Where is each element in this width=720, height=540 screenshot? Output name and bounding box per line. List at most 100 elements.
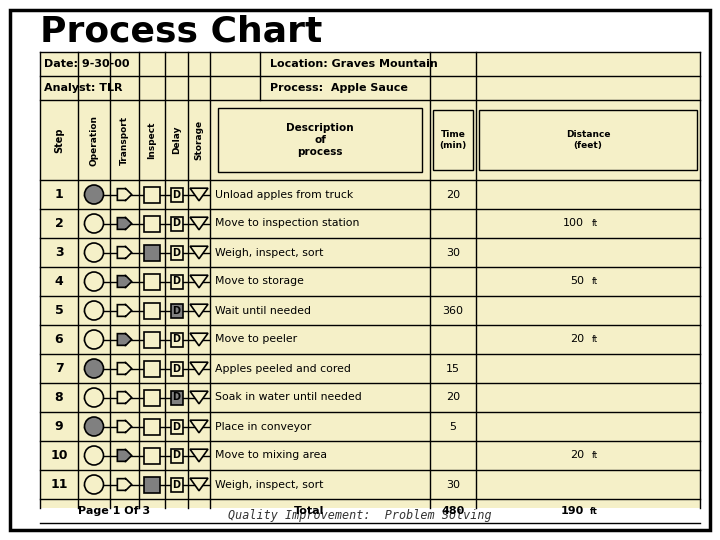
Text: 8: 8 (55, 391, 63, 404)
Text: Weigh, inspect, sort: Weigh, inspect, sort (215, 480, 323, 489)
Text: Transport: Transport (120, 116, 129, 165)
Bar (171, 420, 182, 434)
Text: D: D (173, 306, 181, 315)
Text: D: D (173, 450, 181, 461)
Polygon shape (190, 333, 208, 346)
Text: ft: ft (592, 219, 598, 228)
Bar (144, 245, 160, 260)
Circle shape (84, 214, 104, 233)
Polygon shape (190, 420, 208, 433)
Text: Inspect: Inspect (148, 122, 156, 159)
Polygon shape (190, 478, 208, 491)
Polygon shape (190, 246, 208, 259)
Bar (171, 187, 182, 201)
Bar (144, 302, 160, 319)
Text: ft: ft (592, 451, 598, 460)
Text: Operation: Operation (89, 114, 99, 165)
Text: 1: 1 (55, 188, 63, 201)
Text: 4: 4 (55, 275, 63, 288)
Text: Move to peeler: Move to peeler (215, 334, 297, 345)
Bar (433, 110, 473, 170)
Text: Move to mixing area: Move to mixing area (215, 450, 327, 461)
Bar (144, 448, 160, 463)
Text: 3: 3 (55, 246, 63, 259)
Circle shape (84, 475, 104, 494)
Text: D: D (173, 276, 181, 287)
Polygon shape (117, 188, 132, 201)
Circle shape (84, 446, 104, 465)
Text: Location: Graves Mountain: Location: Graves Mountain (270, 59, 438, 69)
Bar (144, 361, 160, 376)
Circle shape (84, 243, 104, 262)
Text: Weigh, inspect, sort: Weigh, inspect, sort (215, 247, 323, 258)
Circle shape (84, 388, 104, 407)
Text: 9: 9 (55, 420, 63, 433)
Bar (144, 186, 160, 202)
Text: ft: ft (592, 277, 598, 286)
Text: 30: 30 (446, 247, 460, 258)
Text: 100: 100 (563, 219, 584, 228)
Text: 50: 50 (570, 276, 584, 287)
Text: Place in conveyor: Place in conveyor (215, 422, 311, 431)
Text: 360: 360 (443, 306, 464, 315)
Text: D: D (173, 334, 181, 345)
Bar (144, 273, 160, 289)
Text: 11: 11 (50, 478, 68, 491)
Polygon shape (117, 333, 132, 346)
Text: Unload apples from truck: Unload apples from truck (215, 190, 354, 199)
Text: Quality Improvement:  Problem Solving: Quality Improvement: Problem Solving (228, 509, 492, 522)
Text: 190: 190 (561, 506, 584, 516)
Bar (171, 246, 182, 260)
Bar (171, 303, 182, 318)
Text: 7: 7 (55, 362, 63, 375)
Polygon shape (117, 217, 132, 230)
Text: ft: ft (590, 507, 598, 516)
Bar (40, 52, 700, 508)
Bar (171, 390, 182, 404)
Polygon shape (190, 362, 208, 375)
Text: 30: 30 (446, 480, 460, 489)
Text: D: D (173, 219, 181, 228)
Text: 20: 20 (446, 190, 460, 199)
Text: D: D (173, 480, 181, 489)
Text: D: D (173, 422, 181, 431)
Text: Description
of
process: Description of process (286, 124, 354, 157)
Text: D: D (173, 190, 181, 199)
Text: Storage: Storage (194, 120, 204, 160)
Text: Total: Total (294, 506, 324, 516)
Polygon shape (190, 188, 208, 201)
Bar (144, 332, 160, 348)
Text: 15: 15 (446, 363, 460, 374)
Text: Step: Step (54, 127, 64, 153)
Bar (171, 361, 182, 375)
Polygon shape (190, 391, 208, 404)
Circle shape (84, 301, 104, 320)
Text: Distance
(feet): Distance (feet) (566, 130, 611, 150)
Text: Time
(min): Time (min) (439, 130, 467, 150)
Bar (144, 215, 160, 232)
Circle shape (84, 272, 104, 291)
Text: Soak in water until needed: Soak in water until needed (215, 393, 361, 402)
Text: Wait until needed: Wait until needed (215, 306, 311, 315)
Polygon shape (190, 217, 208, 230)
Text: Apples peeled and cored: Apples peeled and cored (215, 363, 351, 374)
Text: Analyst: TLR: Analyst: TLR (44, 83, 122, 93)
Text: 480: 480 (441, 506, 464, 516)
Polygon shape (190, 275, 208, 288)
Polygon shape (117, 449, 132, 462)
Text: 20: 20 (570, 334, 584, 345)
Polygon shape (117, 246, 132, 259)
Circle shape (84, 330, 104, 349)
Text: Date: 9-30-00: Date: 9-30-00 (44, 59, 130, 69)
Bar (218, 108, 422, 172)
Polygon shape (190, 304, 208, 317)
Bar (171, 449, 182, 462)
Text: D: D (173, 363, 181, 374)
Bar (171, 274, 182, 288)
Polygon shape (117, 391, 132, 404)
Polygon shape (117, 478, 132, 491)
Bar (144, 476, 160, 492)
Bar (144, 418, 160, 435)
Bar (479, 110, 697, 170)
Text: 20: 20 (446, 393, 460, 402)
